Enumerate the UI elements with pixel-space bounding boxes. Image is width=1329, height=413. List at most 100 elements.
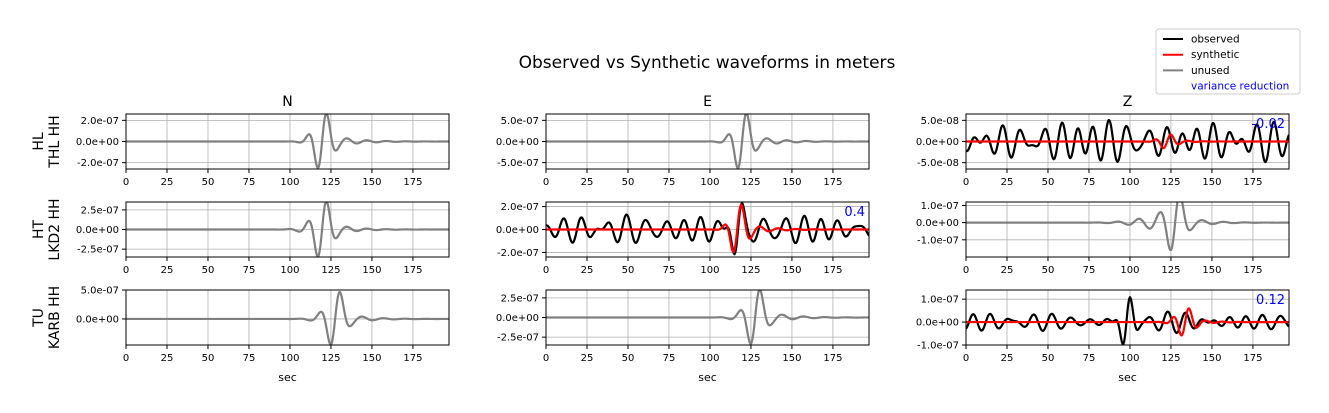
x-tick-label: 175 xyxy=(823,265,842,276)
x-tick-label: 25 xyxy=(1001,265,1014,276)
x-tick-label: 0 xyxy=(963,177,969,188)
variance-reduction-value: 0.4 xyxy=(844,205,865,220)
x-tick-label: 125 xyxy=(321,353,340,364)
y-tick-label: 0.0e+00 xyxy=(76,137,119,148)
x-axis-label: sec xyxy=(698,371,717,384)
unused-trace xyxy=(126,290,449,345)
panel-frame xyxy=(125,289,450,346)
panel-ht-e: 0 25 50 75 100 125 150 175 -2.0e-07 0.0e+00 2.0e-0… xyxy=(496,201,870,276)
row-label-network: HL xyxy=(31,132,47,151)
y-tick-label: 1.0e-07 xyxy=(921,295,959,306)
x-tick-label: 50 xyxy=(1042,353,1055,364)
x-tick-label: 75 xyxy=(1083,353,1096,364)
x-tick-label: 50 xyxy=(622,353,635,364)
y-tick-label: 0.0e+00 xyxy=(916,137,959,148)
panel-grid: 0 25 50 75 100 125 150 175 -2.0e-07 0.0e+00 2.0e-0… xyxy=(76,113,1290,384)
panel-hl-z: 0 25 50 75 100 125 150 175 -5.0e-08 0.0e+00 5.0e-0… xyxy=(916,113,1290,188)
x-tick-label: 50 xyxy=(622,265,635,276)
panel-tu-z: 0 25 50 75 100 125 150 175 -1.0e-07 0.0e+00 1.0e-0… xyxy=(916,289,1290,384)
unused-trace xyxy=(546,290,869,345)
x-tick-label: 150 xyxy=(362,177,381,188)
x-tick-label: 25 xyxy=(161,177,174,188)
x-tick-label: 100 xyxy=(1120,265,1139,276)
y-tick-label: -1.0e-07 xyxy=(917,341,959,352)
x-tick-label: 175 xyxy=(1243,265,1262,276)
y-tick-label: 5.0e-07 xyxy=(81,286,119,297)
x-tick-label: 150 xyxy=(1202,177,1221,188)
x-tick-label: 150 xyxy=(782,265,801,276)
row-label-station: LKD2 HH xyxy=(47,198,63,260)
unused-trace xyxy=(546,114,869,169)
x-tick-label: 100 xyxy=(700,177,719,188)
x-tick-label: 75 xyxy=(663,353,676,364)
y-tick-label: 0.0e+00 xyxy=(76,225,119,236)
column-title-n: N xyxy=(282,94,292,110)
x-tick-label: 100 xyxy=(700,353,719,364)
x-tick-label: 100 xyxy=(280,353,299,364)
figure-title: Observed vs Synthetic waveforms in meter… xyxy=(519,53,896,73)
x-tick-label: 50 xyxy=(622,177,635,188)
x-tick-label: 175 xyxy=(1243,177,1262,188)
x-tick-label: 125 xyxy=(741,353,760,364)
panel-tu-e: 0 25 50 75 100 125 150 175 -2.5e-07 0.0e+00 2.5e-0… xyxy=(496,289,870,384)
panel-ht-n: 0 25 50 75 100 125 150 175 -2.5e-07 0.0e+00 2.5e-0… xyxy=(76,201,450,276)
x-tick-label: 50 xyxy=(1042,265,1055,276)
x-tick-label: 0 xyxy=(543,177,549,188)
legend-label: unused xyxy=(1191,65,1230,77)
panel-frame xyxy=(965,201,1290,258)
panel-hl-n: 0 25 50 75 100 125 150 175 -2.0e-07 0.0e+00 2.0e-0… xyxy=(76,113,450,188)
y-tick-label: -2.5e-07 xyxy=(77,245,119,256)
panel-ht-z: 0 25 50 75 100 125 150 175 -1.0e-07 0.0e+00 1.0e-0… xyxy=(916,201,1290,276)
x-tick-label: 150 xyxy=(782,353,801,364)
y-tick-label: 0.0e+00 xyxy=(76,314,119,325)
synthetic-trace xyxy=(966,133,1289,150)
x-tick-label: 125 xyxy=(1161,177,1180,188)
legend: observed synthetic unused variance reductio… xyxy=(1155,28,1301,95)
x-tick-label: 75 xyxy=(663,265,676,276)
y-tick-label: 0.0e+00 xyxy=(496,137,539,148)
x-tick-label: 125 xyxy=(321,265,340,276)
unused-trace xyxy=(966,202,1289,252)
y-tick-label: 5.0e-07 xyxy=(501,116,539,127)
x-tick-label: 75 xyxy=(1083,177,1096,188)
x-tick-label: 175 xyxy=(823,353,842,364)
x-tick-label: 150 xyxy=(1202,353,1221,364)
x-tick-label: 50 xyxy=(1042,177,1055,188)
unused-trace xyxy=(126,114,449,169)
x-tick-label: 175 xyxy=(1243,353,1262,364)
row-label-station: THL HH xyxy=(47,115,63,168)
synthetic-trace xyxy=(546,203,869,254)
unused-trace xyxy=(126,202,449,257)
synthetic-trace xyxy=(966,307,1289,337)
x-tick-label: 25 xyxy=(1001,177,1014,188)
x-tick-label: 50 xyxy=(202,177,215,188)
legend-label: synthetic xyxy=(1191,49,1240,61)
y-tick-label: -2.0e-07 xyxy=(77,158,119,169)
row-labels: HL THL HH HT LKD2 HH TU KARB HH xyxy=(31,115,63,349)
y-tick-label: 1.0e-07 xyxy=(921,201,959,212)
variance-reduction-value: 0.12 xyxy=(1256,293,1285,308)
y-tick-label: -2.5e-07 xyxy=(497,333,539,344)
y-tick-label: 2.0e-07 xyxy=(501,202,539,213)
x-tick-label: 75 xyxy=(243,177,256,188)
x-tick-label: 125 xyxy=(741,177,760,188)
y-tick-label: -5.0e-07 xyxy=(497,158,539,169)
x-axis-label: sec xyxy=(278,371,297,384)
y-tick-label: -1.0e-07 xyxy=(917,235,959,246)
y-tick-label: 0.0e+00 xyxy=(496,313,539,324)
column-title-e: E xyxy=(703,94,712,110)
observed-trace xyxy=(966,296,1289,345)
x-tick-label: 75 xyxy=(243,353,256,364)
row-label-station: KARB HH xyxy=(47,286,63,349)
x-tick-label: 175 xyxy=(403,353,422,364)
legend-label: observed xyxy=(1191,34,1240,46)
panel-hl-e: 0 25 50 75 100 125 150 175 -5.0e-07 0.0e+00 5.0e-0… xyxy=(496,113,870,188)
x-tick-label: 25 xyxy=(161,353,174,364)
column-title-z: Z xyxy=(1123,94,1133,110)
legend-label: variance reduction xyxy=(1191,81,1289,93)
y-tick-label: -5.0e-08 xyxy=(917,158,959,169)
row-label-network: TU xyxy=(31,308,47,328)
panel-frame xyxy=(965,289,1290,346)
